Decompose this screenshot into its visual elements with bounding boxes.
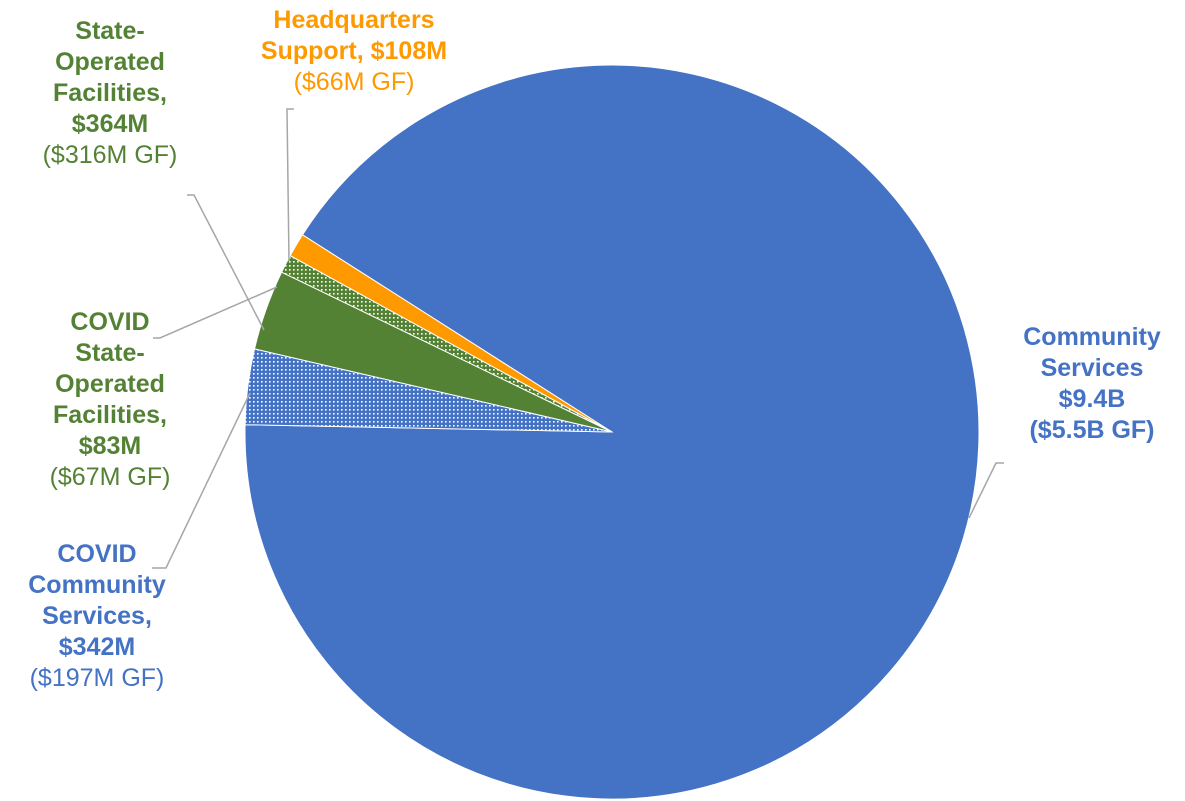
label-covid-community-line-1: COVID: [57, 540, 137, 568]
label-state-operated-line-1: State-: [75, 17, 145, 45]
label-community: Community Services $9.4B ($5.5B GF): [1002, 322, 1182, 446]
label-state-operated-value: $364M: [71, 110, 149, 138]
label-state-operated: State- Operated Facilities, $364M ($316M…: [10, 16, 210, 171]
label-covid-state-line-2: State-: [75, 339, 145, 367]
leader-line-covid-state: [153, 286, 278, 339]
label-covid-community-gf: ($197M GF): [29, 664, 165, 692]
label-headquarters: Headquarters Support, $108M ($66M GF): [234, 5, 474, 98]
label-headquarters-line-1: Headquarters: [273, 6, 435, 34]
label-community-line-2: Services: [1040, 354, 1144, 382]
label-state-operated-gf: ($316M GF): [42, 141, 178, 169]
label-covid-state-gf: ($67M GF): [49, 463, 171, 491]
leader-line-community: [968, 462, 1004, 519]
label-community-gf: ($5.5B GF): [1029, 416, 1155, 444]
label-covid-community-line-2: Community: [28, 571, 166, 599]
leader-line-headquarters: [286, 108, 294, 262]
label-covid-state-line-3: Operated: [55, 370, 165, 398]
label-covid-state-line-1: COVID: [70, 308, 150, 336]
label-community-line-1: Community: [1023, 323, 1161, 351]
label-headquarters-line-2: Support, $108M: [260, 37, 448, 65]
label-state-operated-line-2: Operated: [55, 48, 165, 76]
leader-line-covid-community: [152, 392, 251, 569]
label-covid-community-value: $342M: [58, 633, 136, 661]
label-covid-state-value: $83M: [78, 432, 142, 460]
label-covid-state: COVID State- Operated Facilities, $83M (…: [10, 307, 210, 493]
label-covid-community-line-3: Services,: [42, 602, 152, 630]
label-state-operated-line-3: Facilities,: [53, 79, 167, 107]
label-community-value: $9.4B: [1058, 385, 1126, 413]
pie-slice-headquarters: [289, 234, 613, 433]
label-covid-state-line-4: Facilities,: [53, 401, 167, 429]
leader-line-state-operated: [187, 194, 265, 331]
label-headquarters-gf: ($66M GF): [293, 68, 415, 96]
label-covid-community: COVID Community Services, $342M ($197M G…: [0, 539, 194, 694]
